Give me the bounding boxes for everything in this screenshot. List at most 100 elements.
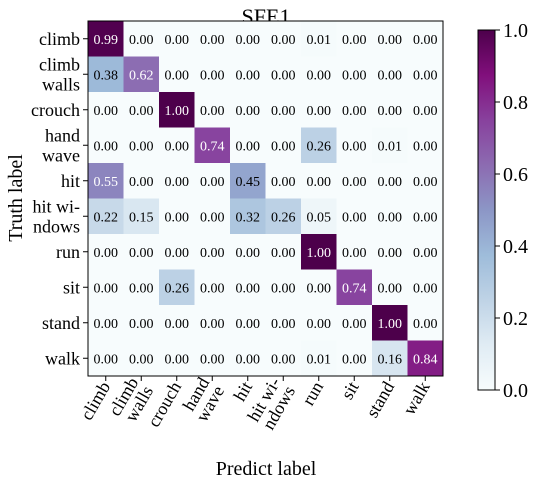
heatmap-cell — [372, 56, 408, 93]
heatmap-cell — [336, 269, 373, 306]
heatmap-cell — [159, 21, 195, 57]
colorbar-tick-label: 0.4 — [503, 236, 528, 258]
row-tick-label: walk — [45, 348, 80, 368]
cell-value-label: 0.00 — [413, 68, 438, 83]
cell-value-label: 0.32 — [236, 210, 261, 225]
colorbar-tick-label: 0.6 — [503, 164, 528, 186]
heatmap-cell — [265, 56, 302, 93]
heatmap-cell — [372, 340, 408, 377]
heatmap-cell — [194, 269, 231, 306]
heatmap-cell — [301, 340, 337, 377]
cell-value-label: 0.26 — [165, 281, 190, 296]
cell-value-label: 0.00 — [413, 210, 438, 225]
cell-value-label: 0.00 — [165, 139, 190, 154]
heatmap-cell — [88, 21, 124, 57]
colorbar-tick-label: 1.0 — [503, 20, 528, 42]
heatmap-cell — [265, 269, 302, 306]
cell-value-label: 0.00 — [129, 281, 154, 296]
heatmap-cell — [265, 340, 302, 377]
cell-value-label: 0.15 — [129, 210, 154, 225]
cell-value-label: 0.84 — [413, 352, 438, 367]
heatmap-cell — [123, 127, 160, 164]
cell-value-label: 0.74 — [200, 139, 225, 154]
row-tick-label: climb — [39, 54, 80, 74]
heatmap-cell — [372, 21, 408, 57]
cell-value-label: 0.00 — [307, 104, 332, 119]
x-axis-label: Predict label — [216, 458, 317, 480]
cell-value-label: 0.00 — [165, 175, 190, 190]
row-tick-label: wave — [42, 145, 80, 165]
heatmap-cell — [407, 21, 444, 57]
cell-value-label: 0.00 — [200, 104, 225, 119]
heatmap-cell — [301, 305, 337, 341]
cell-value-label: 0.01 — [307, 33, 332, 48]
heatmap-cell — [372, 163, 408, 199]
row-tick-label: sit — [63, 277, 80, 297]
cell-value-label: 0.00 — [413, 246, 438, 261]
heatmap-cell — [88, 127, 124, 164]
heatmap-cell — [336, 340, 373, 377]
cell-value-label: 0.00 — [165, 33, 190, 48]
heatmap-cell — [123, 163, 160, 199]
column-tick-label: stand — [362, 378, 398, 421]
colorbar — [477, 29, 496, 391]
cell-value-label: 0.99 — [94, 33, 119, 48]
heatmap-cell — [194, 21, 231, 57]
heatmap-cell — [159, 56, 195, 93]
heatmap-cell — [265, 21, 302, 57]
cell-value-label: 0.00 — [342, 68, 367, 83]
cell-value-label: 1.00 — [307, 246, 332, 261]
colorbar-tick-label: 0.2 — [503, 308, 528, 330]
colorbar-tick-label: 0.0 — [503, 380, 528, 402]
cell-value-label: 0.00 — [342, 33, 367, 48]
cell-value-label: 0.00 — [165, 210, 190, 225]
heatmap-cell — [123, 269, 160, 306]
row-tick-label: crouch — [31, 100, 80, 120]
heatmap-cell — [123, 305, 160, 341]
heatmap-cell — [123, 21, 160, 57]
cell-value-label: 0.00 — [236, 68, 261, 83]
cell-value-label: 0.00 — [200, 175, 225, 190]
cell-value-label: 0.00 — [342, 210, 367, 225]
cell-value-label: 0.16 — [378, 352, 403, 367]
column-tick-label: run — [298, 378, 327, 409]
heatmap-cell — [265, 198, 302, 235]
heatmap-cell — [159, 163, 195, 199]
cell-value-label: 0.62 — [129, 68, 154, 83]
cell-value-label: 0.00 — [236, 317, 261, 332]
cell-value-label: 0.00 — [129, 246, 154, 261]
row-tick-label: ndows — [33, 216, 80, 236]
heatmap-cell — [301, 163, 337, 199]
cell-value-label: 0.00 — [165, 352, 190, 367]
heatmap-cell — [88, 56, 124, 93]
cell-value-label: 0.00 — [165, 317, 190, 332]
heatmap-cell — [194, 163, 231, 199]
cell-value-label: 0.00 — [271, 33, 296, 48]
row-tick-label: walls — [42, 74, 80, 94]
cell-value-label: 0.00 — [271, 352, 296, 367]
cell-value-label: 0.00 — [307, 317, 332, 332]
heatmap-cell — [230, 234, 266, 270]
heatmap-cell — [301, 21, 337, 57]
heatmap-cell — [336, 234, 373, 270]
heatmap-cell — [407, 163, 444, 199]
heatmap-cell — [301, 269, 337, 306]
cell-value-label: 0.00 — [94, 352, 119, 367]
heatmap-frame — [87, 20, 444, 377]
y-axis-label: Truth label — [5, 154, 27, 242]
cell-value-label: 0.00 — [129, 33, 154, 48]
cell-value-label: 0.00 — [413, 104, 438, 119]
heatmap-cell — [301, 92, 337, 128]
cell-value-label: 0.00 — [271, 175, 296, 190]
heatmap-cell — [194, 92, 231, 128]
cell-value-label: 0.00 — [378, 175, 403, 190]
heatmap-cell — [407, 92, 444, 128]
cell-value-label: 0.00 — [342, 104, 367, 119]
heatmap-cell — [123, 340, 160, 377]
cell-value-label: 0.01 — [307, 352, 332, 367]
cell-value-label: 0.00 — [271, 281, 296, 296]
cell-value-label: 0.00 — [413, 317, 438, 332]
heatmap-cell — [159, 92, 195, 128]
cell-value-label: 0.38 — [94, 68, 119, 83]
